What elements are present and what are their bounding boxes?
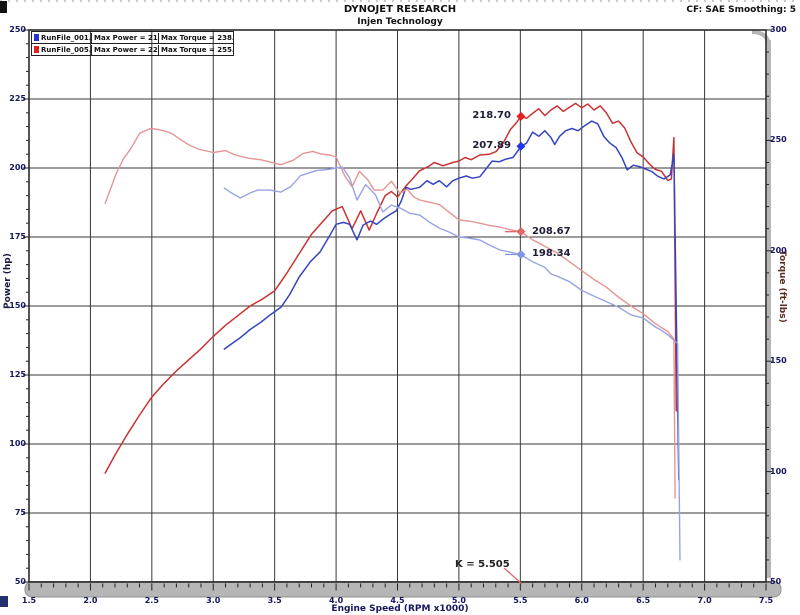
y-tick-label: 75 <box>14 508 26 517</box>
y-tick-label: 250 <box>9 25 26 34</box>
x-tick-label: 5.5 <box>513 596 528 605</box>
x-tick-label: 6.0 <box>574 596 589 605</box>
torque-axis-title: Torque (ft-lbs) <box>777 250 787 323</box>
x-tick-label: 3.5 <box>267 596 282 605</box>
y-tick-label: 50 <box>770 577 782 586</box>
y-tick-label: 150 <box>770 356 787 366</box>
page-subtitle: Injen Technology <box>357 17 443 27</box>
legend: RunFile_001.drf Max Power = 217.07 Max T… <box>31 31 234 56</box>
legend-row-run5[interactable]: RunFile_005.drf Max Power = 223.48 Max T… <box>32 43 233 55</box>
legend-run1-max-torque: Max Torque = 238.74 <box>158 32 233 43</box>
cursor-diamond-icon <box>516 227 526 237</box>
y-tick-label: 100 <box>9 439 26 448</box>
correction-smoothing-label: CF: SAE Smoothing: 5 <box>686 5 796 15</box>
y-tick-label: 200 <box>9 163 26 172</box>
x-tick-label: 7.5 <box>758 596 774 605</box>
y-tick-label: 300 <box>770 25 787 34</box>
axis-frame-corner <box>751 30 771 49</box>
legend-run5-file: RunFile_005.drf <box>41 45 91 54</box>
legend-run1-max-power: Max Power = 217.07 <box>91 32 158 43</box>
curve-torque <box>223 166 681 561</box>
y-tick-label: 125 <box>9 370 26 379</box>
plot-border <box>28 29 767 583</box>
axis-ticks <box>23 29 772 591</box>
y-tick-label: 50 <box>14 577 26 586</box>
x-tick-label: 3.0 <box>206 596 221 605</box>
cursor-value-label: 207.89 <box>472 140 511 152</box>
cursor-diamond-icon <box>516 141 526 151</box>
window-artifact-top-left <box>0 1 7 13</box>
y-tick-label: 225 <box>9 94 26 103</box>
legend-run1-file: RunFile_001.drf <box>41 33 91 42</box>
legend-run5-max-power: Max Power = 223.48 <box>91 44 158 55</box>
y-tick-label: 200 <box>770 245 787 255</box>
legend-row-run1[interactable]: RunFile_001.drf Max Power = 217.07 Max T… <box>32 32 233 43</box>
x-tick-label: 2.5 <box>144 596 159 605</box>
cursor-value-label: 218.70 <box>472 110 511 122</box>
page-title: DYNOJET RESEARCH <box>343 4 457 15</box>
cursor-markers <box>504 111 526 259</box>
cursor-diamond-icon <box>516 111 526 121</box>
cursor-pointer-line <box>503 567 523 585</box>
x-tick-label: 1.5 <box>21 596 37 605</box>
x-tick-label: 6.5 <box>636 596 651 605</box>
cursor-value-label: 198.34 <box>531 248 571 260</box>
dyno-curves <box>104 102 681 561</box>
y-tick-label: 250 <box>770 135 787 145</box>
x-tick-label: 4.5 <box>390 596 405 605</box>
curve-torque <box>104 127 676 499</box>
curve-power <box>104 102 678 474</box>
x-tick-label: 4.0 <box>328 596 344 605</box>
cursor-rpm-label: K = 5.505 <box>455 559 510 570</box>
window-artifact-bottom-left <box>0 596 8 607</box>
run5-marker-icon <box>34 46 39 53</box>
y-tick-label: 100 <box>770 466 787 476</box>
y-tick-label: 150 <box>9 301 26 310</box>
curve-power <box>223 120 680 481</box>
run1-marker-icon <box>34 34 39 41</box>
y-tick-label: 175 <box>9 232 26 241</box>
cursor-value-label: 208.67 <box>531 225 571 237</box>
top-ruler-strip <box>0 0 800 2</box>
x-tick-label: 5.0 <box>451 596 466 605</box>
x-tick-label: 2.0 <box>83 596 98 605</box>
x-tick-label: 7.0 <box>697 596 712 605</box>
rpm-axis-title: Engine Speed (RPM x1000) <box>331 604 469 614</box>
legend-run5-max-torque: Max Torque = 255.91 <box>158 44 233 55</box>
cursor-diamond-icon <box>516 249 526 259</box>
gridlines <box>29 30 766 582</box>
